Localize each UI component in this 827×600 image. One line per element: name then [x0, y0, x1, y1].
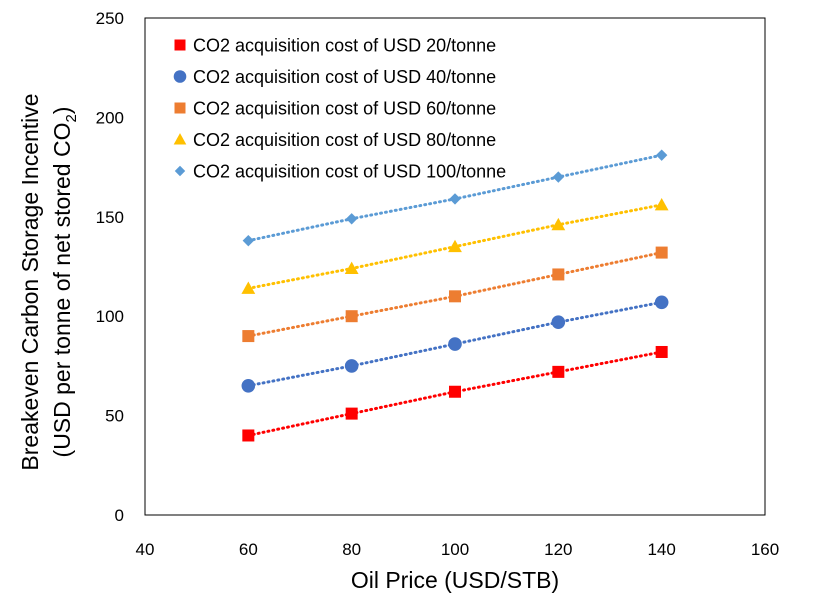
legend-marker-4 — [173, 133, 187, 145]
legend-item-1: CO2 acquisition cost of USD 20/tonne — [174, 36, 496, 56]
legend-label-1: CO2 acquisition cost of USD 20/tonne — [193, 36, 496, 56]
plot-area — [144, 17, 766, 516]
legend-marker-1 — [174, 39, 186, 51]
series-1-point-100 — [449, 385, 461, 398]
y-axis-title-line2: (USD per tonne of net stored CO2) — [49, 107, 80, 458]
series-2-point-80 — [344, 359, 359, 373]
series-2-point-100 — [448, 337, 462, 351]
series-4 — [241, 197, 669, 294]
y-tick-label-50: 50 — [105, 407, 124, 426]
series-1-point-80 — [345, 407, 358, 420]
legend-label-3: CO2 acquisition cost of USD 60/tonne — [193, 99, 496, 119]
x-tick-label-140: 140 — [647, 540, 675, 559]
series-3-point-100 — [449, 290, 461, 303]
series-1-point-140 — [655, 345, 668, 358]
y-tick-label-0: 0 — [115, 506, 124, 525]
legend-label-4: CO2 acquisition cost of USD 80/tonne — [193, 130, 496, 150]
y-axis-title-line2-prefix: (USD per tonne of net stored CO — [49, 123, 75, 458]
y-tick-label-200: 200 — [96, 108, 124, 127]
series-3-point-60 — [242, 330, 255, 343]
series-5-point-100 — [449, 193, 461, 205]
series-3 — [242, 246, 668, 343]
y-axis-title-line2-suffix: ) — [49, 107, 75, 115]
x-tick-label-100: 100 — [441, 540, 469, 559]
y-tick-label-250: 250 — [96, 9, 124, 28]
legend-label-5: CO2 acquisition cost of USD 100/tonne — [193, 162, 506, 182]
series-5 — [242, 149, 668, 247]
x-tick-label-60: 60 — [239, 540, 258, 559]
x-tick-label-120: 120 — [544, 540, 572, 559]
series-1-point-120 — [552, 365, 565, 378]
y-axis-title-line1: Breakeven Carbon Storage Incentive — [17, 93, 43, 470]
series-5-point-80 — [345, 213, 358, 225]
legend-marker-2 — [173, 70, 187, 83]
y-tick-label-150: 150 — [96, 208, 124, 227]
series-4-point-120 — [551, 217, 566, 231]
x-tick-label-160: 160 — [751, 540, 779, 559]
legend-item-5: CO2 acquisition cost of USD 100/tonne — [174, 162, 506, 182]
legend-marker-5 — [174, 165, 186, 177]
series-2-point-120 — [551, 315, 566, 329]
y-axis-title: Breakeven Carbon Storage Incentive — [17, 93, 43, 470]
series-5-point-140 — [655, 149, 668, 161]
series-3-point-120 — [552, 268, 565, 281]
legend-item-4: CO2 acquisition cost of USD 80/tonne — [173, 130, 496, 150]
y-axis-title-line2-sub: 2 — [63, 114, 80, 122]
series-layer — [241, 149, 669, 442]
x-tick-label-80: 80 — [342, 540, 361, 559]
series-3-point-140 — [655, 246, 668, 259]
series-1 — [242, 345, 668, 442]
legend: CO2 acquisition cost of USD 20/tonne CO2 … — [173, 36, 506, 182]
y-axis-title-2: (USD per tonne of net stored CO2) — [49, 107, 80, 458]
x-axis-ticks: 40 60 80 100 120 140 160 — [136, 540, 780, 559]
x-axis-title: Oil Price (USD/STB) — [351, 567, 559, 593]
series-5-point-60 — [242, 234, 255, 247]
series-5-point-120 — [552, 171, 565, 183]
legend-marker-3 — [174, 102, 186, 114]
series-3-point-80 — [345, 310, 358, 323]
series-1-point-60 — [242, 429, 255, 442]
series-2-point-60 — [241, 378, 256, 393]
y-axis-ticks: 0 50 100 150 200 250 — [96, 9, 124, 525]
y-tick-label-100: 100 — [96, 307, 124, 326]
legend-item-3: CO2 acquisition cost of USD 60/tonne — [174, 99, 496, 119]
legend-label-2: CO2 acquisition cost of USD 40/tonne — [193, 67, 496, 87]
series-2-point-140 — [654, 295, 669, 310]
legend-item-2: CO2 acquisition cost of USD 40/tonne — [173, 67, 496, 87]
series-4-point-80 — [344, 261, 359, 275]
series-2 — [241, 295, 669, 393]
x-tick-label-40: 40 — [136, 540, 155, 559]
series-4-point-100 — [448, 239, 462, 253]
series-4-point-60 — [241, 281, 256, 294]
series-4-point-140 — [654, 197, 669, 211]
